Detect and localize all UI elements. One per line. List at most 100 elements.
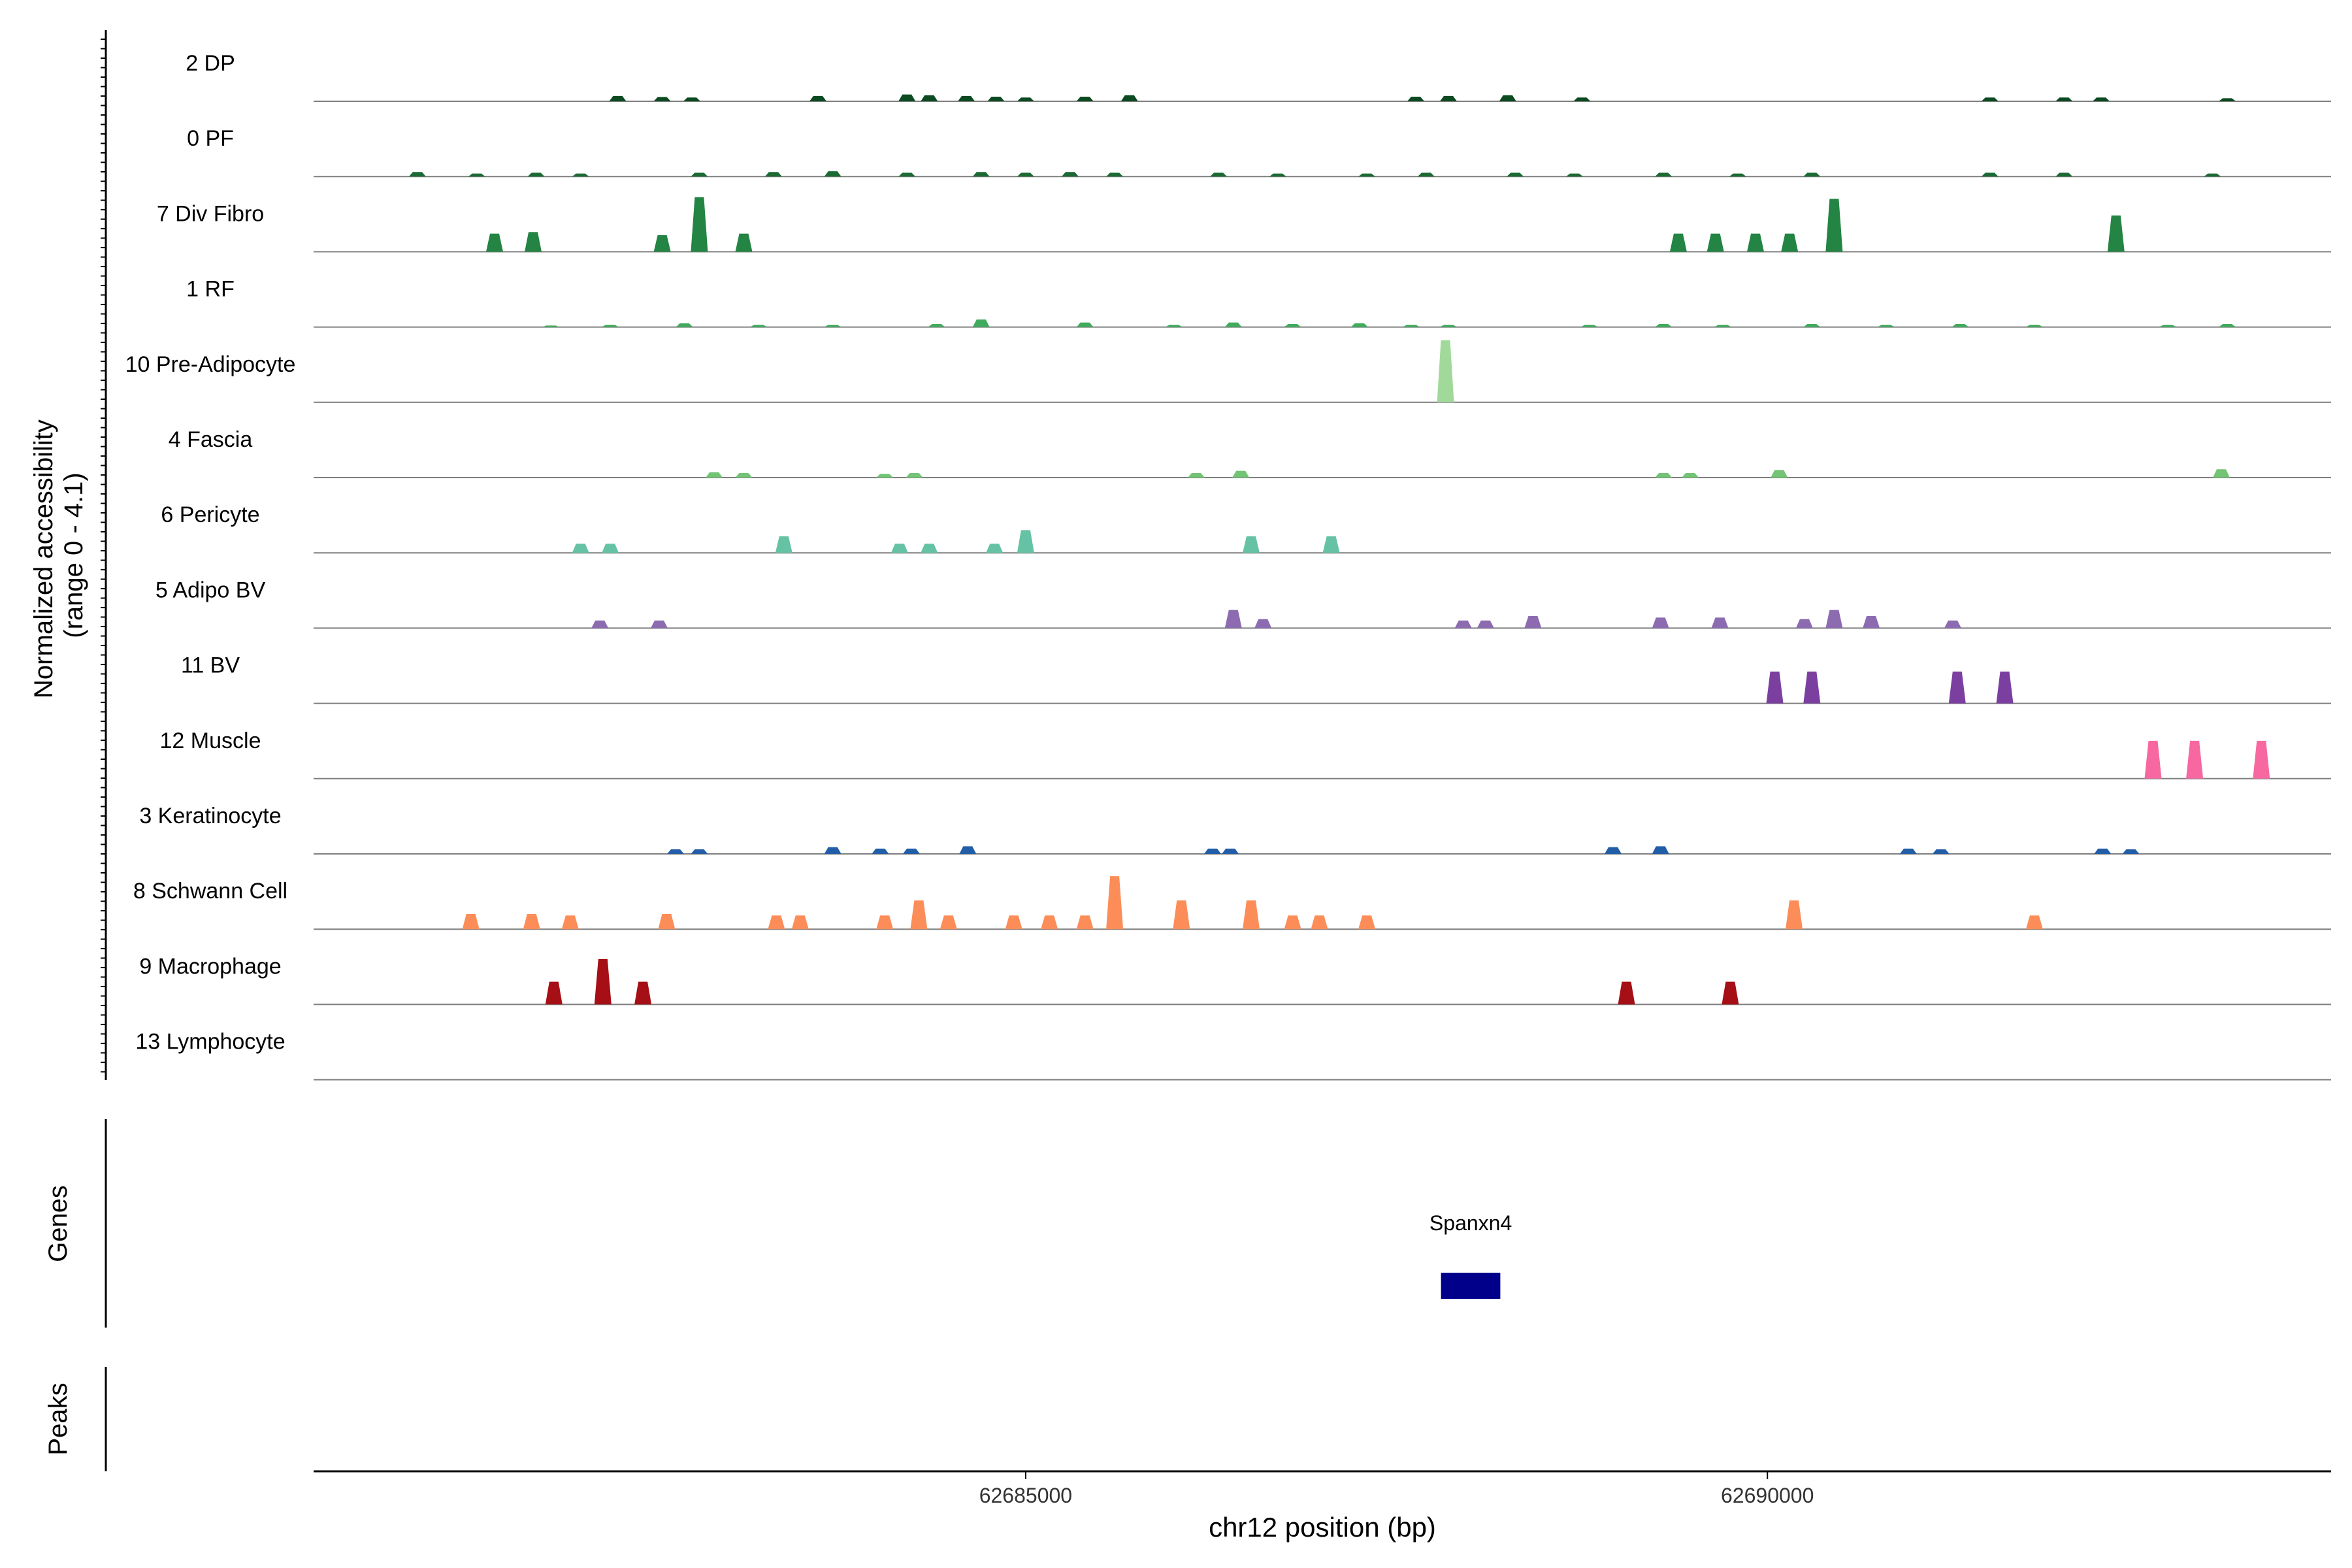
coverage-peak — [2144, 740, 2162, 779]
coverage-peak — [1573, 97, 1591, 101]
coverage-peak — [764, 172, 782, 177]
coverage-track: 9 Macrophage — [139, 954, 2331, 1005]
x-axis-tick-label: 62685000 — [979, 1484, 1072, 1507]
coverage-track-label: 10 Pre-Adipocyte — [125, 352, 296, 377]
coverage-peak — [939, 915, 957, 930]
coverage-peak — [1981, 172, 1999, 177]
coverage-track: 13 Lymphocyte — [135, 1030, 2331, 1081]
coverage-peak — [824, 847, 841, 854]
coverage-peak — [1120, 95, 1138, 101]
coverage-peak — [1781, 233, 1799, 252]
genes-panel-label: Genes — [44, 1185, 73, 1262]
coverage-peak — [1729, 173, 1746, 177]
coverage-peak — [735, 233, 753, 252]
coverage-track: 5 Adipo BV — [155, 578, 2331, 629]
coverage-track-label: 5 Adipo BV — [155, 578, 266, 602]
coverage-peak — [872, 848, 889, 854]
gene-label: Spanxn4 — [1429, 1211, 1512, 1235]
coverage-peak — [921, 95, 938, 101]
coverage-peak — [1618, 981, 1635, 1005]
coverage-peak — [542, 325, 560, 327]
coverage-peak — [572, 173, 589, 177]
coverage-peak — [906, 473, 923, 478]
coverage-peak — [1076, 915, 1094, 930]
coverage-peak — [1017, 530, 1034, 553]
coverage-peak — [1188, 473, 1205, 478]
coverage-peak — [1254, 619, 1272, 629]
coverage-track: 12 Muscle — [160, 728, 2331, 779]
coverage-peak — [653, 235, 671, 252]
coverage-peak — [691, 172, 708, 177]
coverage-peak — [2219, 98, 2236, 101]
coverage-peak — [1017, 172, 1034, 177]
coverage-peak — [2055, 172, 2073, 177]
coverage-track: 0 PF — [187, 126, 2331, 178]
coverage-peak — [898, 172, 916, 177]
coverage-peak — [1655, 172, 1673, 177]
coverage-peak — [2204, 173, 2221, 177]
coverage-peak — [986, 544, 1004, 553]
coverage-track-label: 12 Muscle — [160, 728, 261, 753]
coverage-peak — [1507, 172, 1524, 177]
coverage-peak — [2094, 848, 2112, 854]
coverage-peak — [1210, 172, 1228, 177]
coverage-peak — [1711, 617, 1729, 629]
coverage-track-label: 7 Div Fibro — [157, 201, 264, 226]
coverage-peak — [1803, 172, 1821, 177]
coverage-peak — [2025, 915, 2043, 930]
coverage-peak — [1669, 233, 1687, 252]
coverage-peak — [1566, 173, 1583, 177]
coverage-peak — [987, 97, 1005, 101]
coverage-peak — [1076, 322, 1094, 327]
coverage-peak — [1173, 900, 1190, 930]
coverage-peak — [1981, 97, 1999, 101]
coverage-peak — [486, 233, 503, 252]
coverage-peak — [921, 544, 938, 553]
coverage-track: 7 Div Fibro — [157, 197, 2331, 253]
coverage-peak — [1284, 915, 1301, 930]
coverage-peak — [1499, 95, 1516, 101]
coverage-track: 6 Pericyte — [161, 502, 2331, 554]
coverage-peak — [1766, 671, 1784, 704]
coverage-track-label: 3 Keratinocyte — [139, 804, 281, 828]
coverage-peak — [1204, 848, 1221, 854]
coverage-peak — [1605, 847, 1622, 854]
coverage-peak — [1714, 325, 1732, 327]
coverage-peak — [1477, 620, 1494, 629]
coverage-peak — [527, 172, 545, 177]
coverage-peak — [1041, 915, 1058, 930]
coverage-peak — [1322, 536, 1340, 553]
coverage-track: 11 BV — [181, 653, 2331, 704]
coverage-peak — [1437, 340, 1454, 402]
coverage-peak — [1771, 470, 1788, 478]
coverage-peak — [691, 197, 708, 252]
coverage-peak — [1407, 97, 1424, 101]
coverage-peak — [408, 172, 426, 177]
coverage-peak — [634, 981, 652, 1005]
coverage-track-label: 4 Fascia — [169, 427, 253, 452]
coverage-peak — [1222, 848, 1239, 854]
coverage-peak — [1580, 325, 1598, 327]
coverage-track: 10 Pre-Adipocyte — [125, 340, 2331, 403]
coverage-peak — [898, 94, 916, 101]
x-axis-tick-label: 62690000 — [1721, 1484, 1814, 1507]
coverage-peak — [1803, 671, 1821, 704]
coverage-peak — [1454, 620, 1472, 629]
coverage-peak — [2213, 469, 2230, 478]
coverage-peak — [2107, 215, 2125, 252]
coverage-peak — [1795, 619, 1813, 629]
coverage-peak — [1358, 173, 1376, 177]
coverage-peak — [1786, 900, 1803, 930]
coverage-peak — [876, 915, 894, 930]
coverage-peak — [651, 620, 668, 629]
coverage-peak — [691, 849, 708, 854]
coverage-peak — [791, 915, 809, 930]
coverage-peak — [2186, 740, 2204, 779]
coverage-peak — [591, 620, 609, 629]
coverage-peak — [1350, 323, 1368, 327]
coverage-peak — [1524, 615, 1542, 629]
coverage-peak — [1682, 473, 1699, 478]
x-axis-label: chr12 position (bp) — [1209, 1512, 1436, 1543]
coverage-peak — [602, 325, 619, 327]
coverage-track-label: 0 PF — [187, 126, 234, 151]
